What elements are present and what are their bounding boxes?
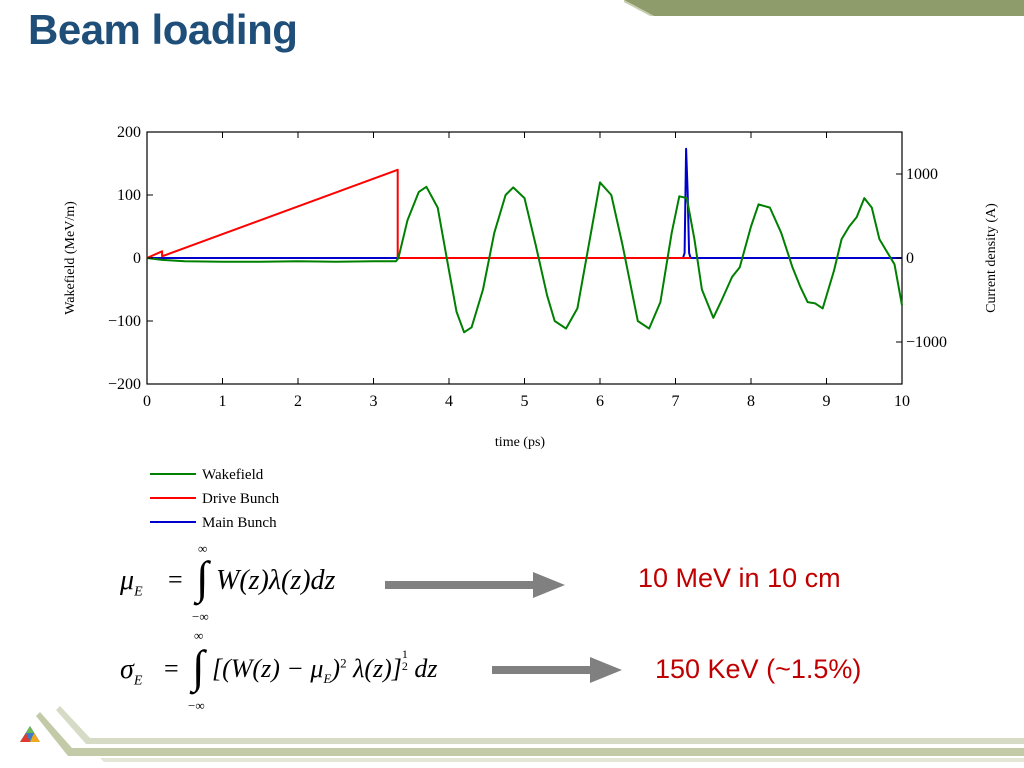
legend-label: Main Bunch <box>202 515 277 531</box>
series-line-main-bunch <box>147 147 902 259</box>
footer-decoration <box>20 706 1024 762</box>
x-tick-label: 4 <box>445 393 453 410</box>
y2-tick-label: 0 <box>906 250 914 267</box>
arrow-1 <box>385 572 565 598</box>
legend-label: Drive Bunch <box>202 491 280 507</box>
slide-title: Beam loading <box>28 6 298 53</box>
y2-tick-label: 1000 <box>906 166 938 183</box>
y-tick-label: −200 <box>108 376 141 393</box>
logo-icon <box>20 726 40 742</box>
formula2-upper-limit: ∞ <box>194 628 204 643</box>
formula1-lhs: μE <box>120 565 143 600</box>
integral-sign: ∫ <box>196 552 209 603</box>
x-axis-label: time (ps) <box>495 435 545 450</box>
legend-label: Wakefield <box>202 467 264 483</box>
y-tick-label: 200 <box>117 124 141 141</box>
chart-legend: Wakefield Drive Bunch Main Bunch <box>150 467 280 531</box>
x-tick-label: 9 <box>823 393 831 410</box>
x-tick-label: 0 <box>143 393 151 410</box>
x-tick-label: 1 <box>219 393 227 410</box>
formula1-lower-limit: −∞ <box>192 609 209 624</box>
y-tick-label: 0 <box>133 250 141 267</box>
formula2-body: [(W(z) − μE)2 λ(z)]1 2 dz <box>212 647 438 687</box>
formula1-body: W(z)λ(z)dz <box>216 565 336 596</box>
x-tick-label: 6 <box>596 393 604 410</box>
energy-spread-result: 150 KeV (~1.5%) <box>655 654 862 684</box>
y-tick-label: 100 <box>117 187 141 204</box>
x-tick-label: 5 <box>521 393 529 410</box>
formula2-equals: = <box>164 654 179 683</box>
formula1-upper-limit: ∞ <box>198 541 208 556</box>
y2-axis-label: Current density (A) <box>984 203 999 313</box>
formula2-lower-limit: −∞ <box>188 698 205 713</box>
y2-tick-label: −1000 <box>906 334 947 351</box>
arrow-2 <box>492 657 622 683</box>
series-line-drive-bunch <box>146 168 691 259</box>
mean-energy-result: 10 MeV in 10 cm <box>638 563 841 593</box>
y-tick-label: −100 <box>108 313 141 330</box>
formula2-lhs: σE <box>120 654 143 689</box>
formula1-equals: = <box>168 565 183 594</box>
x-tick-label: 2 <box>294 393 302 410</box>
x-tick-label: 8 <box>747 393 755 410</box>
x-tick-label: 7 <box>672 393 680 410</box>
integral-sign-2: ∫ <box>192 641 205 692</box>
energy-spread-formula: ∞ σE = ∫ [(W(z) − μE)2 λ(z)]1 2 dz −∞ <box>120 628 500 713</box>
header-banner <box>624 0 1024 16</box>
mean-energy-formula: ∞ μE = ∫ W(z)λ(z)dz −∞ <box>120 541 380 625</box>
x-tick-label: 3 <box>370 393 378 410</box>
x-tick-label: 10 <box>894 393 910 410</box>
y-axis-label: Wakefield (MeV/m) <box>63 201 78 315</box>
series-line-wakefield <box>146 181 903 334</box>
